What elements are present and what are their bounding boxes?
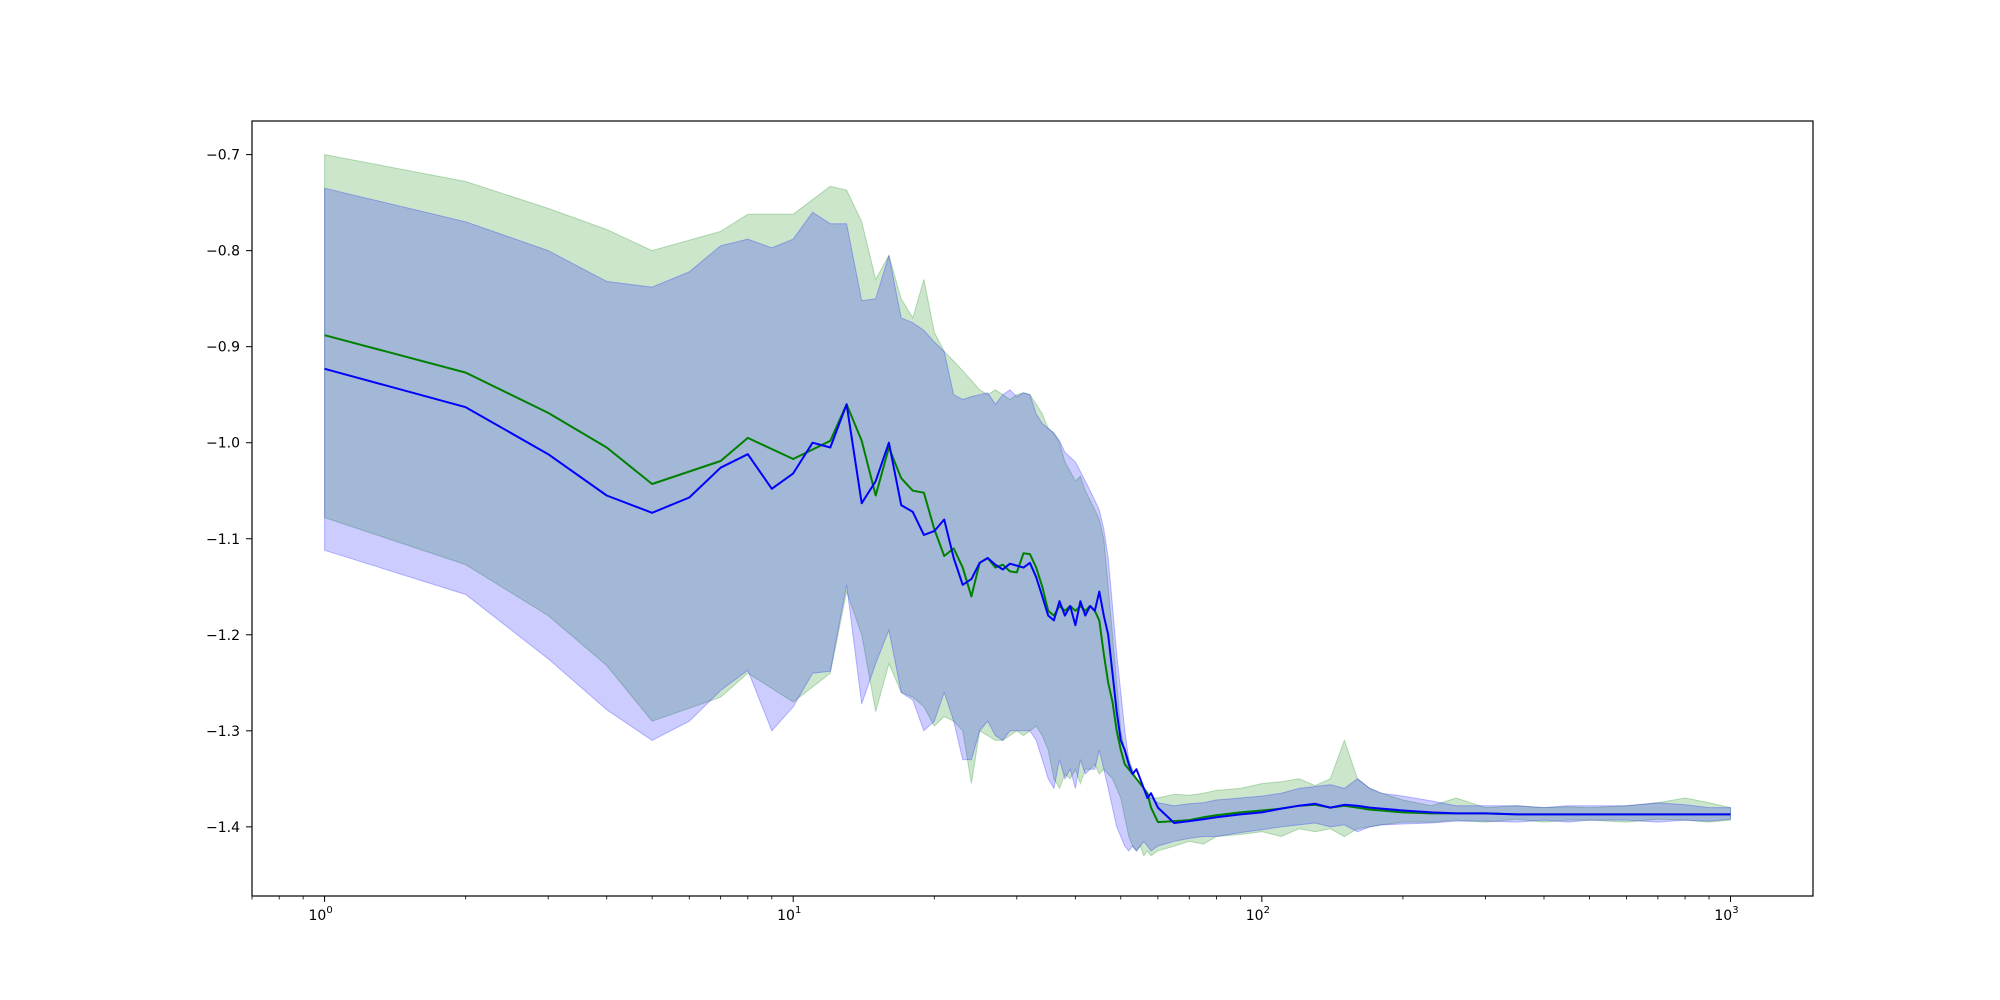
y-tick-label: −0.7 — [206, 148, 240, 164]
y-tick-label: −1.0 — [206, 436, 240, 452]
series-1-confidence-band — [324, 153, 1731, 857]
series-1-line — [324, 334, 1731, 824]
y-tick-label: −1.4 — [206, 820, 240, 836]
series-2-line — [324, 367, 1731, 824]
series-2-confidence-band — [324, 187, 1731, 852]
plot-area — [324, 153, 1731, 857]
y-tick-label: −1.1 — [206, 532, 240, 548]
y-tick-label: −0.9 — [206, 340, 240, 356]
y-tick-label: −1.3 — [206, 724, 240, 740]
y-tick-label: −1.2 — [206, 628, 240, 644]
y-tick-label: −0.8 — [206, 244, 240, 260]
axes-frame — [251, 120, 1814, 897]
